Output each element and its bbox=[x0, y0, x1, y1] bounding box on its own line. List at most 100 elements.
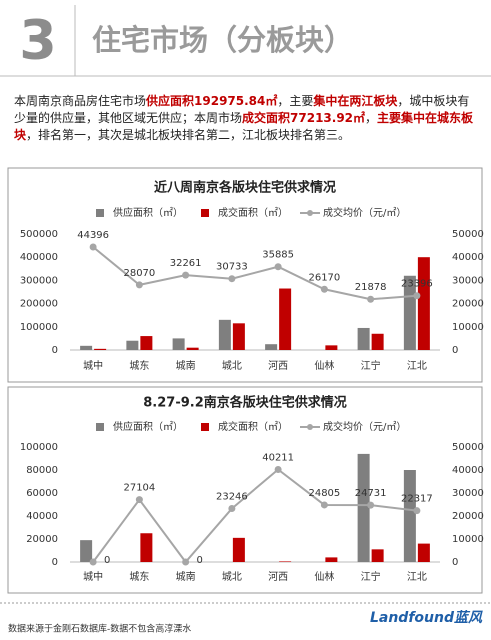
x-tick-label: 仙林 bbox=[314, 359, 334, 372]
y-tick-label: 400000 bbox=[20, 252, 58, 263]
x-tick-label: 江宁 bbox=[361, 359, 381, 372]
y-tick-label: 100000 bbox=[20, 442, 58, 453]
legend-label: 供应面积（㎡） bbox=[113, 206, 183, 219]
text-run: ，排名第一，其次是城北板块排名第二，江北板块排名第三。 bbox=[26, 128, 351, 142]
legend-swatch bbox=[201, 423, 209, 431]
price-marker bbox=[367, 295, 375, 303]
y2-tick-label: 50000 bbox=[452, 229, 484, 240]
bar bbox=[279, 561, 292, 562]
bar bbox=[325, 557, 338, 562]
data-label: 26170 bbox=[308, 272, 340, 283]
text-run: 集中在两江板块 bbox=[313, 94, 398, 108]
legend-swatch bbox=[96, 209, 104, 217]
text-run: ，城中板块有少量的供应量，其他区域无供应；本周市场 bbox=[14, 94, 470, 125]
y2-tick-label: 20000 bbox=[452, 511, 484, 522]
y2-tick-label: 10000 bbox=[452, 534, 484, 545]
x-tick-label: 河西 bbox=[268, 360, 288, 372]
x-tick-label: 江宁 bbox=[361, 570, 381, 583]
bar bbox=[232, 537, 245, 562]
bar bbox=[80, 345, 93, 350]
price-marker bbox=[89, 558, 97, 566]
price-marker bbox=[413, 292, 421, 300]
bar bbox=[140, 533, 153, 562]
data-label: 40211 bbox=[262, 453, 294, 464]
x-tick-label: 江北 bbox=[407, 360, 427, 372]
bar bbox=[186, 347, 199, 350]
data-label: 24805 bbox=[308, 488, 340, 499]
x-tick-label: 城北 bbox=[222, 360, 242, 372]
bar bbox=[417, 257, 430, 350]
data-label: 0 bbox=[104, 555, 110, 566]
bar bbox=[80, 540, 93, 562]
bar bbox=[140, 336, 153, 350]
price-line bbox=[92, 468, 417, 564]
y2-tick-label: 40000 bbox=[452, 252, 484, 263]
x-tick-label: 城东 bbox=[129, 570, 149, 583]
data-label: 21878 bbox=[355, 282, 387, 293]
bar bbox=[126, 340, 139, 350]
y-tick-label: 500000 bbox=[20, 229, 58, 240]
header-bg bbox=[0, 0, 491, 78]
y2-tick-label: 30000 bbox=[452, 488, 484, 499]
y2-tick-label: 20000 bbox=[452, 299, 484, 310]
y-tick-label: 300000 bbox=[20, 275, 58, 286]
price-marker bbox=[135, 281, 143, 289]
x-tick-label: 城东 bbox=[129, 359, 149, 372]
text-run: 成交面积77213.92㎡ bbox=[242, 111, 366, 125]
bar bbox=[94, 348, 107, 350]
bar bbox=[218, 319, 231, 350]
legend-swatch bbox=[96, 423, 104, 431]
y-tick-label: 100000 bbox=[20, 322, 58, 333]
price-marker bbox=[182, 558, 190, 566]
x-tick-label: 城南 bbox=[176, 570, 196, 583]
price-marker bbox=[182, 271, 190, 279]
data-label: 24731 bbox=[355, 488, 387, 499]
bar bbox=[325, 345, 338, 350]
chart-title: 8.27-9.2南京各版块住宅供求情况 bbox=[143, 395, 347, 411]
x-tick-label: 江北 bbox=[407, 571, 427, 583]
y-tick-label: 200000 bbox=[20, 299, 58, 310]
data-label: 32261 bbox=[170, 258, 202, 269]
legend-label: 成交均价（元/㎡） bbox=[323, 420, 406, 433]
x-tick-label: 城北 bbox=[222, 571, 242, 583]
legend-marker bbox=[307, 210, 313, 216]
data-label: 23246 bbox=[216, 492, 248, 503]
data-label: 27104 bbox=[123, 483, 155, 494]
legend-label: 成交面积（㎡） bbox=[218, 206, 288, 219]
bar bbox=[403, 470, 416, 562]
legend-label: 成交面积（㎡） bbox=[218, 420, 288, 433]
y2-tick-label: 10000 bbox=[452, 322, 484, 333]
legend-swatch bbox=[201, 209, 209, 217]
section-number: 3 bbox=[19, 9, 57, 72]
price-marker bbox=[228, 505, 236, 513]
data-label: 22317 bbox=[401, 494, 433, 505]
y2-tick-label: 0 bbox=[452, 345, 458, 356]
y-tick-label: 0 bbox=[52, 345, 58, 356]
footer-source: 数据来源于金刚石数据库-数据不包含高淳溧水 bbox=[8, 623, 191, 635]
price-marker bbox=[274, 263, 282, 271]
text-run: 供应面积192975.84㎡ bbox=[146, 94, 278, 108]
y-tick-label: 80000 bbox=[26, 465, 58, 476]
x-tick-label: 仙林 bbox=[314, 570, 334, 583]
bar bbox=[403, 275, 416, 350]
price-marker bbox=[413, 507, 421, 515]
section-title: 住宅市场（分板块） bbox=[92, 23, 353, 57]
price-marker bbox=[367, 501, 375, 509]
text-run: 主要集中在城东板块 bbox=[14, 111, 474, 142]
price-line bbox=[92, 246, 417, 301]
x-tick-label: 河西 bbox=[268, 571, 288, 583]
y2-tick-label: 50000 bbox=[452, 442, 484, 453]
y2-tick-label: 30000 bbox=[452, 275, 484, 286]
bar bbox=[417, 543, 430, 562]
y-tick-label: 60000 bbox=[26, 488, 58, 499]
bar bbox=[265, 344, 278, 350]
data-label: 0 bbox=[196, 555, 202, 566]
price-marker bbox=[89, 243, 97, 251]
data-label: 28070 bbox=[123, 268, 155, 279]
data-label: 35885 bbox=[262, 250, 294, 261]
text-run: ，主要 bbox=[277, 94, 314, 108]
price-marker bbox=[135, 496, 143, 504]
bar bbox=[371, 333, 384, 350]
